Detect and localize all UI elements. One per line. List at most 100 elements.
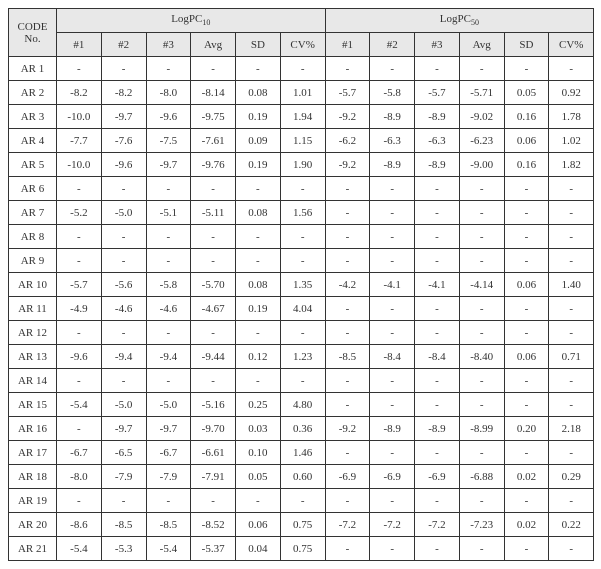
data-cell: - — [325, 249, 370, 273]
data-cell: - — [191, 321, 236, 345]
data-cell: 1.46 — [280, 441, 325, 465]
data-cell: -5.3 — [101, 537, 146, 561]
table-row: AR 1------------ — [9, 57, 594, 81]
data-cell: -7.2 — [415, 513, 460, 537]
data-cell: - — [280, 369, 325, 393]
data-cell: - — [415, 489, 460, 513]
data-cell: - — [57, 57, 102, 81]
data-cell: - — [236, 225, 281, 249]
data-cell: -10.0 — [57, 153, 102, 177]
data-cell: -5.8 — [370, 81, 415, 105]
data-cell: -5.2 — [57, 201, 102, 225]
data-cell: - — [370, 537, 415, 561]
data-cell: 0.19 — [236, 297, 281, 321]
data-cell: -6.7 — [57, 441, 102, 465]
data-cell: - — [504, 225, 549, 249]
data-cell: - — [370, 297, 415, 321]
data-cell: - — [370, 225, 415, 249]
code-cell: AR 21 — [9, 537, 57, 561]
subheader-cell: #2 — [370, 33, 415, 57]
data-cell: - — [325, 393, 370, 417]
data-cell: - — [549, 393, 594, 417]
data-cell: -4.2 — [325, 273, 370, 297]
data-cell: -9.44 — [191, 345, 236, 369]
data-cell: -6.9 — [370, 465, 415, 489]
data-cell: 0.05 — [236, 465, 281, 489]
data-cell: -8.5 — [325, 345, 370, 369]
data-cell: - — [191, 57, 236, 81]
data-cell: - — [504, 489, 549, 513]
data-cell: -4.67 — [191, 297, 236, 321]
data-cell: 0.09 — [236, 129, 281, 153]
data-cell: - — [415, 201, 460, 225]
table-row: AR 6------------ — [9, 177, 594, 201]
data-cell: -8.0 — [57, 465, 102, 489]
subheader-cell: SD — [236, 33, 281, 57]
data-cell: - — [325, 489, 370, 513]
data-cell: -8.2 — [57, 81, 102, 105]
data-cell: -5.11 — [191, 201, 236, 225]
data-cell: -7.7 — [57, 129, 102, 153]
data-cell: 0.25 — [236, 393, 281, 417]
table-header: CODE No. LogPC10 LogPC50 #1 #2 #3 Avg SD… — [9, 9, 594, 57]
data-cell: -5.7 — [415, 81, 460, 105]
data-cell: - — [236, 369, 281, 393]
data-cell: -8.99 — [459, 417, 504, 441]
data-cell: -5.37 — [191, 537, 236, 561]
data-cell: -5.0 — [146, 393, 191, 417]
code-cell: AR 4 — [9, 129, 57, 153]
table-row: AR 4-7.7-7.6-7.5-7.610.091.15-6.2-6.3-6.… — [9, 129, 594, 153]
data-cell: - — [415, 177, 460, 201]
data-cell: -7.5 — [146, 129, 191, 153]
code-cell: AR 2 — [9, 81, 57, 105]
data-cell: 0.05 — [504, 81, 549, 105]
data-cell: - — [236, 177, 281, 201]
data-cell: - — [57, 417, 102, 441]
data-cell: - — [325, 441, 370, 465]
header-group-pc50: LogPC50 — [325, 9, 594, 33]
data-cell: - — [504, 537, 549, 561]
data-cell: -9.00 — [459, 153, 504, 177]
data-cell: -4.1 — [370, 273, 415, 297]
data-cell: -9.4 — [146, 345, 191, 369]
data-cell: - — [146, 369, 191, 393]
data-cell: 0.06 — [504, 129, 549, 153]
data-cell: 4.80 — [280, 393, 325, 417]
data-cell: -7.9 — [146, 465, 191, 489]
data-cell: 0.08 — [236, 81, 281, 105]
data-cell: -5.16 — [191, 393, 236, 417]
code-cell: AR 15 — [9, 393, 57, 417]
data-cell: -6.7 — [146, 441, 191, 465]
data-cell: -9.4 — [101, 345, 146, 369]
data-cell: -5.4 — [57, 393, 102, 417]
data-cell: - — [57, 249, 102, 273]
header-code-l2: No. — [24, 33, 40, 45]
data-cell: -7.61 — [191, 129, 236, 153]
data-cell: -5.8 — [146, 273, 191, 297]
data-cell: - — [415, 537, 460, 561]
data-cell: -6.23 — [459, 129, 504, 153]
subheader-cell: #1 — [57, 33, 102, 57]
data-cell: -9.2 — [325, 417, 370, 441]
data-cell: 0.03 — [236, 417, 281, 441]
table-row: AR 13-9.6-9.4-9.4-9.440.121.23-8.5-8.4-8… — [9, 345, 594, 369]
data-cell: -8.2 — [101, 81, 146, 105]
data-cell: -9.6 — [57, 345, 102, 369]
table-row: AR 15-5.4-5.0-5.0-5.160.254.80------ — [9, 393, 594, 417]
data-cell: - — [504, 297, 549, 321]
data-cell: -5.4 — [57, 537, 102, 561]
data-cell: -4.1 — [415, 273, 460, 297]
data-cell: 0.36 — [280, 417, 325, 441]
data-cell: - — [370, 201, 415, 225]
data-cell: - — [459, 57, 504, 81]
data-cell: - — [504, 201, 549, 225]
data-cell: - — [549, 249, 594, 273]
data-cell: -8.9 — [370, 417, 415, 441]
data-cell: 0.22 — [549, 513, 594, 537]
data-cell: - — [325, 177, 370, 201]
data-cell: -4.6 — [146, 297, 191, 321]
table-row: AR 9------------ — [9, 249, 594, 273]
data-cell: 1.23 — [280, 345, 325, 369]
data-cell: - — [459, 321, 504, 345]
data-table: CODE No. LogPC10 LogPC50 #1 #2 #3 Avg SD… — [8, 8, 594, 561]
